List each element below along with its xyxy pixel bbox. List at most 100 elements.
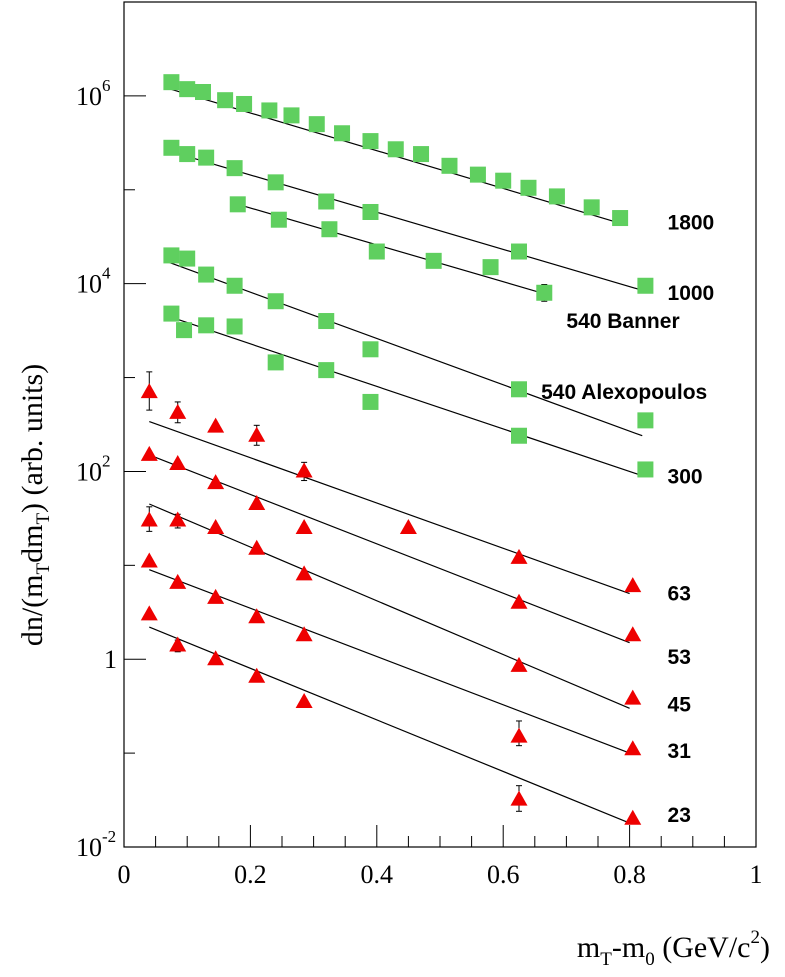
triangle-marker xyxy=(624,689,642,705)
triangle-marker xyxy=(207,650,225,666)
x-axis-title: mT-m0 (GeV/c2) xyxy=(577,927,770,970)
square-marker xyxy=(469,166,486,183)
fit-line-300 xyxy=(168,315,643,477)
square-marker xyxy=(198,266,215,283)
square-marker xyxy=(441,157,458,174)
square-marker xyxy=(548,188,565,205)
square-marker xyxy=(520,179,537,196)
square-marker xyxy=(195,84,211,101)
square-marker xyxy=(198,317,215,334)
x-tick-label: 1 xyxy=(750,860,763,889)
square-marker xyxy=(283,107,300,124)
square-marker xyxy=(511,243,527,260)
square-marker xyxy=(226,318,243,335)
square-marker xyxy=(176,322,193,339)
square-marker xyxy=(318,193,335,210)
square-marker xyxy=(236,95,253,112)
triangle-marker xyxy=(169,573,187,589)
fit-line-63 xyxy=(149,420,630,595)
square-marker xyxy=(511,427,527,444)
fit-lines xyxy=(149,87,643,824)
series-label: 300 xyxy=(668,466,703,489)
series-labels: 1800 1000 540 Banner 540 Alexopoulos 300 63 53… xyxy=(541,211,714,827)
triangle-marker xyxy=(169,636,187,652)
triangle-marker xyxy=(510,790,528,806)
series-label: 45 xyxy=(668,693,692,716)
square-marker xyxy=(217,92,234,109)
square-marker xyxy=(229,196,246,213)
square-marker xyxy=(163,139,180,156)
y-tick-label: 1 xyxy=(104,645,117,674)
y-axis-title: dn/(mTdmT) (arb. units) xyxy=(16,364,54,646)
square-marker xyxy=(267,354,284,371)
square-marker xyxy=(198,149,215,166)
triangle-marker xyxy=(207,474,225,490)
data-points xyxy=(140,74,654,825)
y-tick-label: 102 xyxy=(76,451,111,486)
fit-line-23 xyxy=(149,626,630,824)
series-label: 53 xyxy=(668,646,691,669)
x-tick-label: 0.4 xyxy=(361,860,394,889)
triangle-marker xyxy=(295,565,313,581)
triangle-marker xyxy=(248,667,266,683)
square-marker xyxy=(536,284,553,301)
fit-line-540-banner xyxy=(237,203,542,294)
triangle-marker xyxy=(248,539,266,555)
square-marker xyxy=(334,125,351,142)
triangle-marker xyxy=(169,455,187,471)
x-tick-label: 0.6 xyxy=(487,860,520,889)
triangle-marker xyxy=(140,445,158,461)
square-marker xyxy=(179,250,196,267)
square-marker xyxy=(261,102,278,119)
triangle-marker xyxy=(207,588,225,604)
square-marker xyxy=(362,393,379,410)
square-marker xyxy=(425,252,442,269)
square-marker xyxy=(583,199,600,216)
square-marker xyxy=(226,277,243,294)
triangle-marker xyxy=(295,462,313,478)
square-marker xyxy=(368,243,385,260)
square-marker xyxy=(511,381,527,398)
triangle-marker xyxy=(624,577,642,593)
triangle-marker xyxy=(295,693,313,709)
square-marker xyxy=(321,221,338,238)
triangle-marker xyxy=(295,626,313,642)
fit-line-45 xyxy=(149,503,630,709)
triangle-marker xyxy=(510,593,528,609)
triangle-marker xyxy=(624,626,642,642)
x-tick-label: 0.8 xyxy=(613,860,646,889)
triangle-marker xyxy=(169,403,187,419)
axis-ticks: 0 0.2 0.4 0.6 0.8 1 10-2 1 102 104 106 xyxy=(76,1,763,889)
triangle-marker xyxy=(399,518,417,534)
triangle-marker xyxy=(140,605,158,621)
square-marker xyxy=(179,146,196,163)
square-marker xyxy=(267,293,284,310)
triangle-marker xyxy=(140,511,158,527)
square-marker xyxy=(637,461,654,478)
y-tick-label: 10-2 xyxy=(76,827,116,862)
triangle-marker xyxy=(207,417,225,433)
triangle-marker xyxy=(248,426,266,442)
triangle-marker xyxy=(510,656,528,672)
x-tick-label: 0.2 xyxy=(234,860,267,889)
triangle-marker xyxy=(207,518,225,534)
square-marker xyxy=(267,174,284,191)
triangle-marker xyxy=(140,383,158,399)
triangle-marker xyxy=(510,727,528,743)
error-bars xyxy=(146,283,548,812)
triangle-marker xyxy=(624,809,642,825)
square-marker xyxy=(318,313,335,330)
square-marker xyxy=(318,362,335,379)
square-marker xyxy=(637,412,654,429)
square-marker xyxy=(482,259,499,276)
square-marker xyxy=(270,211,287,228)
triangle-marker xyxy=(295,518,313,534)
square-marker xyxy=(179,81,196,98)
square-marker xyxy=(362,133,379,150)
fit-line-1000 xyxy=(168,150,643,291)
square-marker xyxy=(495,172,512,189)
series-label: 1000 xyxy=(668,282,715,305)
square-marker xyxy=(362,203,379,220)
fit-line-540-alexopoulos xyxy=(168,261,643,437)
triangle-marker xyxy=(624,740,642,756)
